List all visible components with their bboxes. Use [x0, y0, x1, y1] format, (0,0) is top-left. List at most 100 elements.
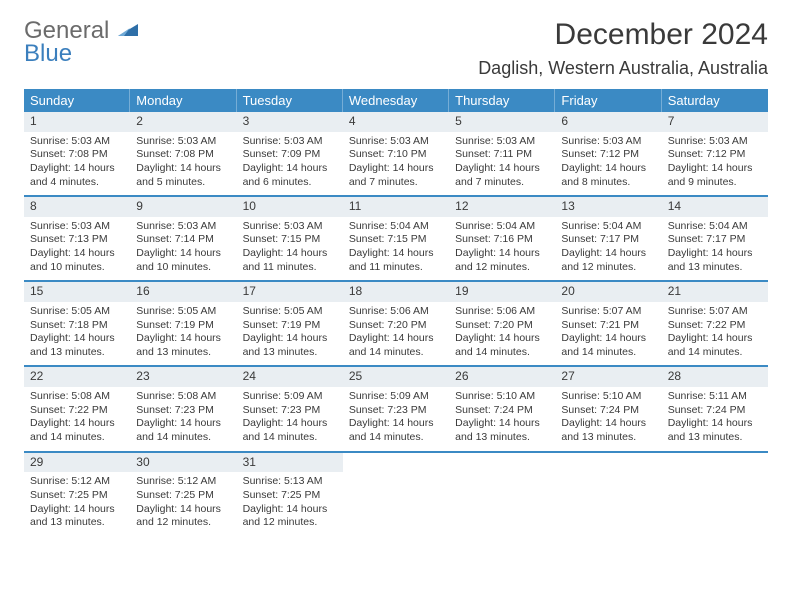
sunset-line: Sunset: 7:23 PM [136, 404, 230, 418]
sunrise-line: Sunrise: 5:03 AM [30, 220, 124, 234]
title-block: December 2024 Daglish, Western Australia… [478, 18, 768, 79]
daylight-line: Daylight: 14 hours and 6 minutes. [243, 162, 337, 189]
sunset-line: Sunset: 7:19 PM [243, 319, 337, 333]
sunrise-line: Sunrise: 5:07 AM [561, 305, 655, 319]
daylight-line: Daylight: 14 hours and 11 minutes. [349, 247, 443, 274]
day-cell: 2Sunrise: 5:03 AMSunset: 7:08 PMDaylight… [130, 112, 236, 195]
daylight-line: Daylight: 14 hours and 4 minutes. [30, 162, 124, 189]
daylight-line: Daylight: 14 hours and 14 minutes. [561, 332, 655, 359]
sunrise-line: Sunrise: 5:03 AM [668, 135, 762, 149]
weekday-header-cell: Sunday [24, 89, 130, 112]
sunrise-line: Sunrise: 5:13 AM [243, 475, 337, 489]
sunset-line: Sunset: 7:23 PM [349, 404, 443, 418]
daylight-line: Daylight: 14 hours and 11 minutes. [243, 247, 337, 274]
daylight-line: Daylight: 14 hours and 8 minutes. [561, 162, 655, 189]
sunset-line: Sunset: 7:12 PM [561, 148, 655, 162]
day-cell: 31Sunrise: 5:13 AMSunset: 7:25 PMDayligh… [237, 453, 343, 536]
daylight-line: Daylight: 14 hours and 13 minutes. [455, 417, 549, 444]
sunrise-line: Sunrise: 5:10 AM [561, 390, 655, 404]
sunrise-line: Sunrise: 5:12 AM [136, 475, 230, 489]
day-cell: 12Sunrise: 5:04 AMSunset: 7:16 PMDayligh… [449, 197, 555, 280]
day-cell: 16Sunrise: 5:05 AMSunset: 7:19 PMDayligh… [130, 282, 236, 365]
sunset-line: Sunset: 7:13 PM [30, 233, 124, 247]
daylight-line: Daylight: 14 hours and 9 minutes. [668, 162, 762, 189]
day-number: 22 [24, 367, 130, 387]
daylight-line: Daylight: 14 hours and 7 minutes. [455, 162, 549, 189]
sunset-line: Sunset: 7:20 PM [349, 319, 443, 333]
sunset-line: Sunset: 7:23 PM [243, 404, 337, 418]
sunset-line: Sunset: 7:22 PM [668, 319, 762, 333]
day-number: 11 [343, 197, 449, 217]
weeks-container: 1Sunrise: 5:03 AMSunset: 7:08 PMDaylight… [24, 112, 768, 536]
day-number: 30 [130, 453, 236, 473]
empty-day-cell [662, 453, 768, 536]
sunrise-line: Sunrise: 5:09 AM [349, 390, 443, 404]
sunset-line: Sunset: 7:10 PM [349, 148, 443, 162]
weekday-header-cell: Saturday [662, 89, 768, 112]
day-cell: 26Sunrise: 5:10 AMSunset: 7:24 PMDayligh… [449, 367, 555, 450]
empty-day-cell [555, 453, 661, 536]
sunrise-line: Sunrise: 5:07 AM [668, 305, 762, 319]
sunset-line: Sunset: 7:25 PM [243, 489, 337, 503]
day-number: 7 [662, 112, 768, 132]
daylight-line: Daylight: 14 hours and 13 minutes. [668, 417, 762, 444]
daylight-line: Daylight: 14 hours and 10 minutes. [136, 247, 230, 274]
sunrise-line: Sunrise: 5:03 AM [30, 135, 124, 149]
weekday-header-cell: Tuesday [237, 89, 343, 112]
day-cell: 22Sunrise: 5:08 AMSunset: 7:22 PMDayligh… [24, 367, 130, 450]
daylight-line: Daylight: 14 hours and 14 minutes. [349, 417, 443, 444]
day-cell: 11Sunrise: 5:04 AMSunset: 7:15 PMDayligh… [343, 197, 449, 280]
day-cell: 30Sunrise: 5:12 AMSunset: 7:25 PMDayligh… [130, 453, 236, 536]
sunset-line: Sunset: 7:20 PM [455, 319, 549, 333]
day-number: 2 [130, 112, 236, 132]
sunset-line: Sunset: 7:08 PM [136, 148, 230, 162]
weekday-header-cell: Thursday [449, 89, 555, 112]
sunset-line: Sunset: 7:22 PM [30, 404, 124, 418]
day-cell: 13Sunrise: 5:04 AMSunset: 7:17 PMDayligh… [555, 197, 661, 280]
day-number: 9 [130, 197, 236, 217]
day-number: 14 [662, 197, 768, 217]
week-row: 15Sunrise: 5:05 AMSunset: 7:18 PMDayligh… [24, 282, 768, 367]
day-cell: 10Sunrise: 5:03 AMSunset: 7:15 PMDayligh… [237, 197, 343, 280]
sunset-line: Sunset: 7:24 PM [455, 404, 549, 418]
day-number: 15 [24, 282, 130, 302]
day-number: 23 [130, 367, 236, 387]
sunrise-line: Sunrise: 5:10 AM [455, 390, 549, 404]
week-row: 29Sunrise: 5:12 AMSunset: 7:25 PMDayligh… [24, 453, 768, 536]
sunset-line: Sunset: 7:09 PM [243, 148, 337, 162]
daylight-line: Daylight: 14 hours and 13 minutes. [561, 417, 655, 444]
daylight-line: Daylight: 14 hours and 12 minutes. [455, 247, 549, 274]
day-number: 16 [130, 282, 236, 302]
sunrise-line: Sunrise: 5:03 AM [243, 220, 337, 234]
sunrise-line: Sunrise: 5:04 AM [455, 220, 549, 234]
sunrise-line: Sunrise: 5:04 AM [561, 220, 655, 234]
sunrise-line: Sunrise: 5:03 AM [349, 135, 443, 149]
sunset-line: Sunset: 7:21 PM [561, 319, 655, 333]
day-cell: 28Sunrise: 5:11 AMSunset: 7:24 PMDayligh… [662, 367, 768, 450]
day-number: 28 [662, 367, 768, 387]
day-cell: 19Sunrise: 5:06 AMSunset: 7:20 PMDayligh… [449, 282, 555, 365]
sunrise-line: Sunrise: 5:12 AM [30, 475, 124, 489]
calendar: SundayMondayTuesdayWednesdayThursdayFrid… [24, 89, 768, 536]
week-row: 1Sunrise: 5:03 AMSunset: 7:08 PMDaylight… [24, 112, 768, 197]
sunrise-line: Sunrise: 5:06 AM [349, 305, 443, 319]
sunset-line: Sunset: 7:11 PM [455, 148, 549, 162]
day-cell: 25Sunrise: 5:09 AMSunset: 7:23 PMDayligh… [343, 367, 449, 450]
sunset-line: Sunset: 7:12 PM [668, 148, 762, 162]
location: Daglish, Western Australia, Australia [478, 58, 768, 79]
week-row: 22 Sunrise: 5:08 AMSunset: 7:22 PM Dayligh… [24, 367, 768, 452]
sunset-line: Sunset: 7:14 PM [136, 233, 230, 247]
daylight-line: Daylight: 14 hours and 14 minutes. [455, 332, 549, 359]
day-number: 6 [555, 112, 661, 132]
daylight-line: Daylight: 14 hours and 13 minutes. [30, 503, 124, 530]
sunset-line: Sunset: 7:15 PM [243, 233, 337, 247]
day-cell: 21Sunrise: 5:07 AMSunset: 7:22 PMDayligh… [662, 282, 768, 365]
weekday-header-row: SundayMondayTuesdayWednesdayThursdayFrid… [24, 89, 768, 112]
day-number: 5 [449, 112, 555, 132]
daylight-line: Daylight: 14 hours and 12 minutes. [136, 503, 230, 530]
day-cell: 4Sunrise: 5:03 AMSunset: 7:10 PMDaylight… [343, 112, 449, 195]
sunrise-line: Sunrise: 5:08 AM [30, 390, 124, 404]
sunset-line: Sunset: 7:17 PM [561, 233, 655, 247]
day-cell: 9Sunrise: 5:03 AMSunset: 7:14 PMDaylight… [130, 197, 236, 280]
weekday-header-cell: Friday [555, 89, 661, 112]
